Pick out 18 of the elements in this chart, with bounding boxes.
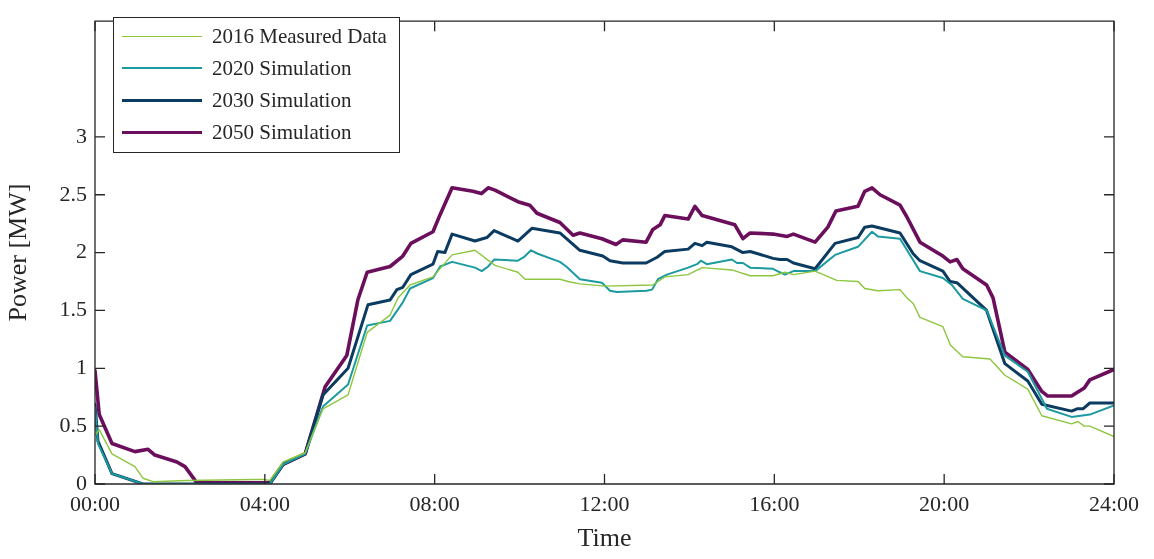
x-tick-label: 16:00 xyxy=(749,490,800,516)
y-axis-title: Power [MW] xyxy=(3,183,33,322)
x-tick-label: 08:00 xyxy=(409,490,460,516)
legend-label: 2030 Simulation xyxy=(212,87,352,113)
y-tick-label: 3 xyxy=(76,122,87,148)
y-tick-label: 0.5 xyxy=(59,411,87,437)
legend-label: 2020 Simulation xyxy=(212,55,352,81)
x-tick-label: 04:00 xyxy=(239,490,290,516)
x-axis-title: Time xyxy=(577,523,632,553)
y-tick-label: 1.5 xyxy=(59,296,87,322)
y-tick-label: 1 xyxy=(76,354,87,380)
x-tick-label: 24:00 xyxy=(1088,490,1140,516)
legend-label: 2050 Simulation xyxy=(212,119,352,145)
y-tick-label: 2.5 xyxy=(59,180,87,206)
y-tick-label: 2 xyxy=(76,238,87,264)
x-tick-label: 20:00 xyxy=(919,490,970,516)
x-tick-label: 12:00 xyxy=(579,490,630,516)
legend-label: 2016 Measured Data xyxy=(212,23,387,49)
